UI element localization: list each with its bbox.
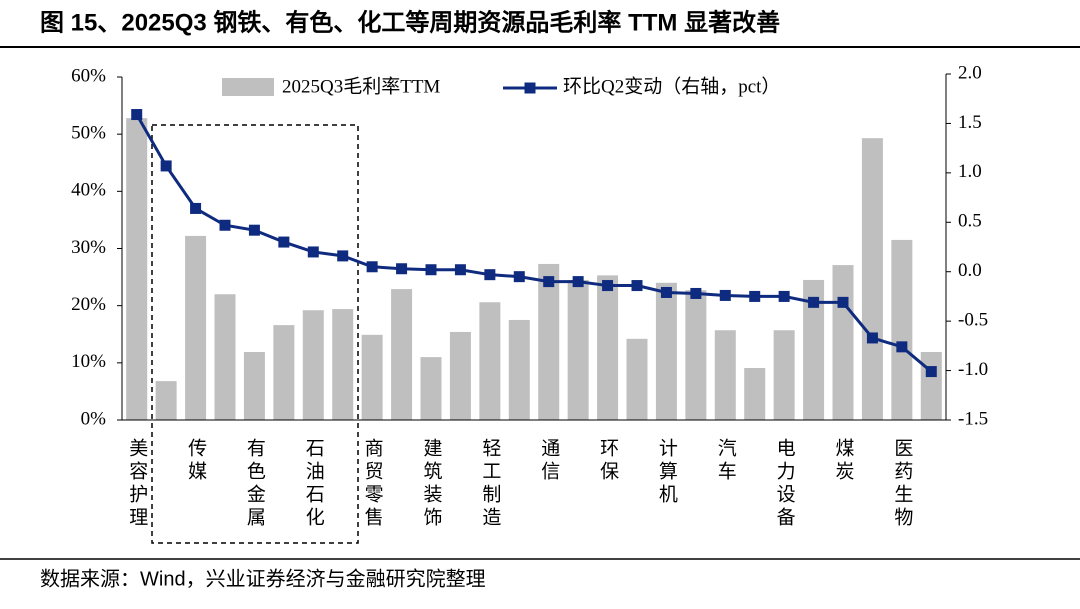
x-tick-label: 汽车 bbox=[715, 438, 737, 484]
legend-swatch bbox=[222, 78, 274, 96]
y2-tick-label: 1.5 bbox=[958, 112, 982, 133]
x-tick-label: 建筑装饰 bbox=[421, 438, 443, 530]
y2-tick-label: 0.0 bbox=[958, 260, 982, 281]
x-tick-label: 美容护理 bbox=[126, 438, 148, 530]
line-marker bbox=[925, 366, 937, 378]
line-marker bbox=[896, 341, 908, 353]
line-marker bbox=[337, 250, 349, 262]
y-tick-label: 20% bbox=[71, 294, 106, 315]
bar bbox=[185, 235, 207, 420]
x-tick-label: 轻工制造 bbox=[479, 438, 501, 530]
bar bbox=[361, 334, 383, 420]
chart-title: 图 15、2025Q3 钢铁、有色、化工等周期资源品毛利率 TTM 显著改善 bbox=[40, 8, 780, 36]
x-tick-label: 电力设备 bbox=[774, 438, 796, 530]
line-marker bbox=[425, 264, 437, 276]
y2-tick-label: 0.5 bbox=[958, 211, 982, 232]
bar bbox=[126, 118, 148, 420]
line-marker bbox=[454, 264, 466, 276]
bar bbox=[803, 279, 825, 420]
x-tick-label: 煤炭 bbox=[833, 438, 855, 484]
line-marker bbox=[808, 296, 820, 308]
line-marker bbox=[778, 290, 790, 302]
line-marker bbox=[513, 271, 525, 283]
line-marker bbox=[219, 219, 231, 231]
highlight-box bbox=[151, 124, 359, 544]
y-tick-label: 0% bbox=[81, 408, 107, 429]
y-tick-label: 60% bbox=[71, 65, 106, 86]
y2-tick-label: -1.0 bbox=[958, 359, 988, 380]
line-marker bbox=[248, 224, 260, 236]
bar bbox=[420, 357, 442, 420]
bar bbox=[685, 290, 707, 420]
bar bbox=[773, 330, 795, 420]
source-note: 数据来源：Wind，兴业证券经济与金融研究院整理 bbox=[40, 567, 486, 590]
line-marker bbox=[484, 269, 496, 281]
x-tick-label: 传媒 bbox=[185, 438, 207, 484]
line-marker bbox=[602, 280, 614, 292]
bar bbox=[861, 138, 883, 420]
bar bbox=[538, 263, 560, 420]
line-marker bbox=[396, 263, 408, 275]
line-marker bbox=[131, 109, 143, 121]
bar bbox=[832, 265, 854, 420]
bar bbox=[714, 330, 736, 420]
y2-tick-label: 2.0 bbox=[958, 62, 982, 83]
line-marker bbox=[307, 246, 319, 258]
y2-tick-label: -0.5 bbox=[958, 310, 988, 331]
bar bbox=[155, 381, 177, 420]
bar bbox=[332, 309, 354, 420]
line-marker bbox=[866, 332, 878, 344]
line-marker bbox=[660, 286, 672, 298]
x-tick-label: 石油石化 bbox=[303, 438, 325, 530]
y-tick-label: 10% bbox=[71, 351, 106, 372]
x-tick-label: 医药生物 bbox=[891, 438, 913, 530]
bar bbox=[655, 282, 677, 420]
y2-tick-label: 1.0 bbox=[958, 161, 982, 182]
x-tick-label: 商贸零售 bbox=[362, 438, 384, 530]
line-marker bbox=[572, 276, 584, 288]
line-marker bbox=[749, 290, 761, 302]
bar bbox=[626, 338, 648, 420]
legend-marker bbox=[524, 82, 536, 94]
bar bbox=[273, 325, 295, 420]
bar bbox=[567, 279, 589, 420]
bar bbox=[391, 289, 413, 420]
bar bbox=[479, 302, 501, 420]
bar bbox=[449, 331, 471, 420]
line-marker bbox=[278, 236, 290, 248]
line bbox=[135, 113, 933, 373]
line-marker bbox=[543, 276, 555, 288]
line-marker bbox=[190, 202, 202, 214]
y2-tick-label: -1.5 bbox=[958, 408, 988, 429]
bar bbox=[597, 275, 619, 420]
line-marker bbox=[719, 289, 731, 301]
y-tick-label: 50% bbox=[71, 123, 106, 144]
bar bbox=[920, 351, 942, 420]
bar bbox=[302, 310, 324, 420]
legend-label: 2025Q3毛利率TTM bbox=[282, 75, 440, 97]
line-marker bbox=[160, 160, 172, 172]
bar bbox=[214, 294, 236, 420]
legend-label: 环比Q2变动（右轴，pct） bbox=[563, 75, 780, 97]
y-tick-label: 40% bbox=[71, 180, 106, 201]
line-marker bbox=[690, 287, 702, 299]
y-tick-label: 30% bbox=[71, 237, 106, 258]
x-tick-label: 通信 bbox=[538, 438, 560, 484]
x-tick-label: 计算机 bbox=[656, 438, 678, 507]
bar bbox=[508, 319, 530, 420]
line-marker bbox=[366, 261, 378, 273]
line-marker bbox=[631, 280, 643, 292]
x-tick-label: 环保 bbox=[597, 438, 619, 484]
x-tick-label: 有色金属 bbox=[244, 438, 266, 530]
bar bbox=[891, 239, 913, 420]
bar bbox=[744, 367, 766, 420]
bar bbox=[243, 351, 265, 420]
line-marker bbox=[837, 296, 849, 308]
